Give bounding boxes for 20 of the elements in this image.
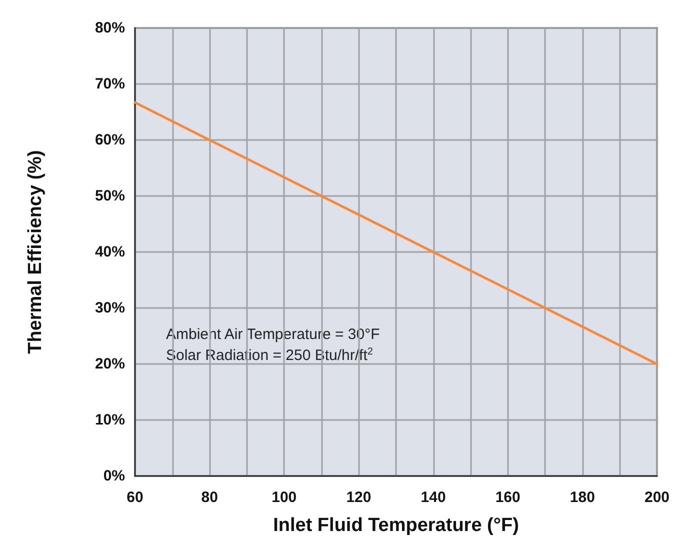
y-tick-label: 60% [94,132,125,148]
y-tick-label: 50% [94,188,125,204]
x-tick-label: 80 [201,489,218,506]
y-tick-label: 80% [94,20,125,36]
y-tick-label: 30% [94,300,125,316]
line-series [134,101,658,366]
x-tick-label: 140 [420,489,446,506]
y-tick-label: 10% [94,412,125,428]
x-tick-label: 160 [495,489,520,506]
x-tick-label: 120 [346,489,372,506]
y-tick-label: 0% [103,468,125,484]
x-tick-label: 100 [272,489,297,506]
y-tick-label: 20% [94,356,125,372]
x-tick-label: 60 [126,489,144,506]
x-tick-label: 180 [570,489,595,506]
y-axis-title: Thermal Efficiency (%) [25,150,46,354]
x-tick-label: 200 [644,489,670,506]
x-axis-title: Inlet Fluid Temperature (°F) [273,515,519,536]
y-tick-label: 40% [94,244,125,260]
y-tick-label: 70% [94,76,125,92]
